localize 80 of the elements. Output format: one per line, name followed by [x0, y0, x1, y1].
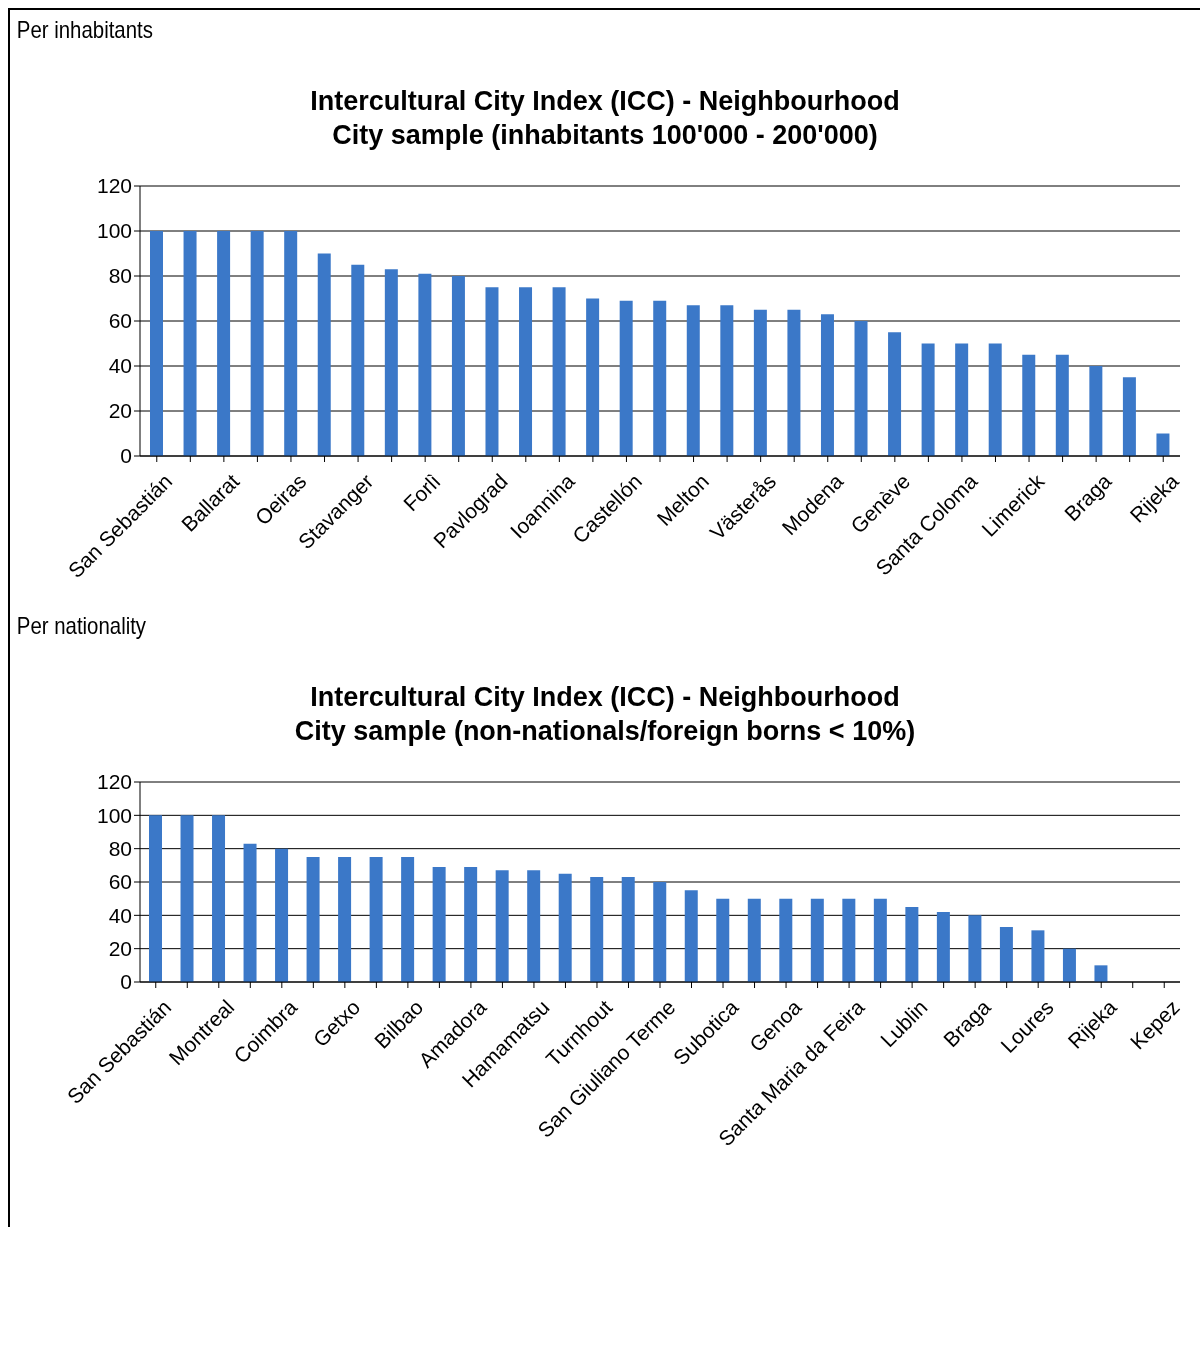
bar	[820, 314, 834, 456]
bar	[753, 309, 767, 456]
y-tick-label: 80	[108, 264, 132, 288]
y-tick-label: 40	[108, 354, 132, 378]
y-tick-label: 40	[108, 903, 132, 927]
bar	[905, 907, 919, 982]
y-tick-label: 100	[96, 219, 132, 243]
bar	[212, 815, 226, 982]
bar	[217, 231, 231, 456]
bar	[558, 873, 572, 982]
bar	[955, 343, 969, 456]
bar	[988, 343, 1002, 456]
bar	[306, 857, 320, 982]
bar	[1055, 354, 1069, 456]
y-tick-label: 120	[96, 174, 132, 198]
y-tick-label: 80	[108, 837, 132, 861]
bar	[1062, 948, 1076, 982]
bar	[527, 870, 541, 982]
bar	[1022, 354, 1036, 456]
bar	[888, 332, 902, 456]
bar	[275, 848, 289, 982]
bar	[747, 898, 761, 982]
bar	[495, 870, 509, 982]
text: Per nationality	[15, 611, 148, 641]
bar	[619, 300, 633, 456]
text: Per inhabitants	[15, 15, 154, 45]
bar	[590, 877, 604, 982]
bar	[621, 877, 635, 982]
bar	[317, 253, 331, 456]
bar	[180, 815, 194, 982]
bar	[1156, 433, 1170, 456]
bar	[1094, 965, 1108, 982]
bar	[250, 231, 264, 456]
y-tick-label: 120	[96, 770, 132, 794]
bar	[1122, 377, 1136, 456]
chart-title: Intercultural City Index (ICC) - Neighbourhood City sample (inhabitants 100'000 - 200'000)	[309, 85, 901, 152]
bar	[338, 857, 352, 982]
bar	[787, 309, 801, 456]
y-tick-label: 60	[108, 309, 132, 333]
bar	[552, 287, 566, 456]
y-tick-label: 20	[108, 399, 132, 423]
bar	[854, 321, 868, 456]
bar	[519, 287, 533, 456]
bar	[1031, 930, 1045, 982]
bar	[351, 264, 365, 456]
bar	[150, 231, 163, 456]
bar	[720, 305, 734, 456]
bar	[810, 898, 824, 982]
y-tick-label: 0	[120, 970, 132, 994]
bar	[284, 231, 298, 456]
bar	[921, 343, 935, 456]
bar	[243, 843, 257, 982]
bar	[936, 912, 950, 982]
bar	[369, 857, 383, 982]
bar	[653, 300, 667, 456]
bar	[968, 915, 982, 982]
bar	[999, 927, 1013, 982]
y-tick-label: 0	[120, 444, 132, 468]
bar	[183, 231, 197, 456]
bar	[873, 898, 887, 982]
bar	[149, 815, 162, 982]
bar	[716, 898, 730, 982]
bar	[686, 305, 700, 456]
bar	[384, 269, 398, 456]
bar	[485, 287, 499, 456]
bar	[1089, 366, 1103, 456]
y-tick-label: 60	[108, 870, 132, 894]
bar	[842, 898, 856, 982]
bar	[401, 857, 415, 982]
bar	[653, 882, 667, 982]
bar	[432, 867, 446, 982]
bar	[418, 273, 432, 456]
bar	[464, 867, 478, 982]
y-tick-label: 20	[108, 937, 132, 961]
bar	[684, 890, 698, 982]
y-tick-label: 100	[96, 803, 132, 827]
bar	[451, 276, 465, 456]
bar	[779, 898, 793, 982]
chart-title: Intercultural City Index (ICC) - Neighbourhood City sample (non-nationals/foreign borns < 10%)	[293, 681, 917, 748]
bar	[586, 298, 600, 456]
